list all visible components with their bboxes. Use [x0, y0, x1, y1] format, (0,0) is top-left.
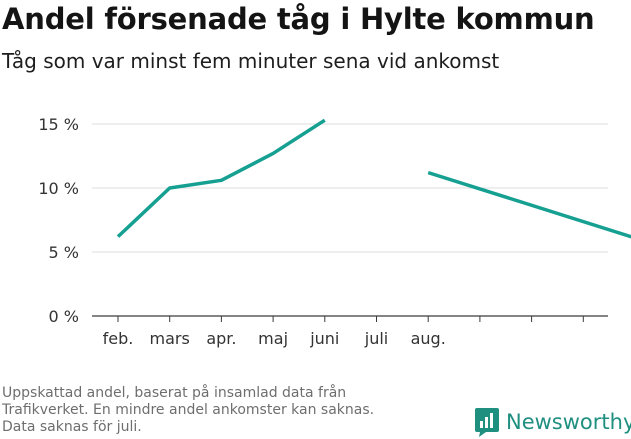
footnote-line: Uppskattad andel, baserat på insamlad da…: [2, 385, 347, 401]
series-line: [427, 170, 631, 239]
footnote-line: Trafikverket. En mindre andel ankomster …: [2, 402, 375, 418]
chart-title: Andel försenade tåg i Hylte kommun: [2, 2, 595, 36]
series-line: [116, 118, 326, 238]
footnote-line: Data saknas för juli.: [2, 419, 142, 435]
brand-name: Newsworthy: [506, 410, 631, 434]
y-tick-label: 15 %: [38, 115, 79, 134]
y-tick-label: 10 %: [38, 179, 79, 198]
x-tick-label: juni: [309, 329, 339, 348]
footnote: Uppskattad andel, baserat på insamlad da…: [2, 385, 442, 436]
line-chart: 0 % 5 % 10 % 15 % feb. mars apr. maj juni juli aug…: [38, 115, 631, 348]
x-tick-label: mars: [150, 329, 190, 348]
x-tick-label: juli: [364, 329, 388, 348]
newsworthy-logo-icon: [475, 408, 499, 437]
x-tick-label: maj: [258, 329, 288, 348]
brand-logo: Newsworthy: [474, 406, 631, 438]
y-tick-label: 0 %: [49, 307, 79, 326]
chart-subtitle: Tåg som var minst fem minuter sena vid a…: [2, 49, 500, 73]
y-tick-label: 5 %: [49, 243, 79, 262]
x-tick-label: feb.: [103, 329, 134, 348]
x-tick-label: apr.: [206, 329, 236, 348]
x-tick-label: aug.: [411, 329, 446, 348]
